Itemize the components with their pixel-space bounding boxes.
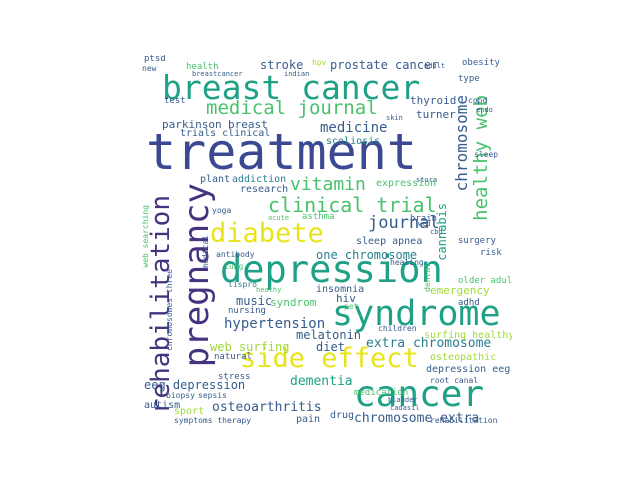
word-osteoarthritis: osteoarthritis (212, 400, 322, 415)
word-diabete: diabete (210, 218, 324, 249)
word-web-surfing: web surfing (210, 340, 290, 354)
word-surfing-healthy: surfing healthy (424, 330, 512, 341)
word-side-effect: side effect (240, 343, 419, 374)
word-web-searching: web searching (141, 205, 150, 268)
word-obesity: obesity (462, 58, 500, 68)
word-medicine: medicine (320, 120, 388, 136)
word-medical: medical (201, 235, 210, 269)
word-thyroid: thyroid (410, 94, 457, 107)
word-pet: pet (344, 302, 359, 311)
word-rehabilitation-small: rehabilitation (430, 416, 498, 425)
word-stora: stora (416, 176, 438, 184)
word-dementia: dementia (290, 374, 353, 389)
word-drug: drug (330, 410, 355, 421)
word-turner: turner (416, 108, 456, 121)
word-stress: stress (218, 372, 251, 382)
word-research: research (240, 184, 289, 195)
word-diet: diet (316, 340, 345, 354)
word-music: music (236, 294, 273, 308)
word-breastcancer: breastcancer (192, 70, 243, 78)
word-autism: autism (144, 400, 181, 411)
word-expression: expression (376, 178, 437, 189)
word-type: type (458, 74, 480, 84)
word-sepsis: sepsis (198, 391, 227, 400)
word-sport: sport (174, 406, 205, 417)
word-breast-cancer: breast cancer (162, 68, 421, 107)
word-trials-clinical: trials clinical (180, 128, 271, 139)
word-syndrom: syndrom (270, 296, 317, 309)
word-nursing: nursing (228, 306, 266, 316)
word-biopsy: biopsy (166, 391, 195, 400)
word-vitamin: vitamin (290, 174, 366, 195)
word-brain: brain (410, 214, 438, 224)
word-sleep-apnea: sleep apnea (356, 236, 423, 247)
word-test: test (164, 96, 186, 106)
word-medical-journal: medical journal (206, 97, 378, 119)
word-prostate-cancer: prostate cancer (330, 58, 439, 72)
word-yoga: yoga (212, 206, 232, 215)
word-syndrome: syndrome (332, 294, 501, 334)
word-cancer: cancer (354, 374, 485, 415)
word-sleep: sleep (474, 150, 499, 159)
word-lispro: lispro (228, 280, 257, 289)
word-melatonin: melatonin (296, 328, 362, 342)
word-one-chromosome: one chromosome (316, 248, 418, 262)
word-eeg-depression: eeg depression (144, 378, 246, 392)
word-depression: depression (220, 248, 443, 291)
word-medication: medication (354, 388, 409, 398)
word-ptsd: ptsd (144, 55, 166, 64)
word-insomnia: insomnia (316, 284, 365, 295)
word-acute: acute (268, 214, 290, 222)
word-emergency: emergency (430, 284, 490, 297)
word-journal: journal (368, 213, 440, 233)
word-scoliosis: scoliosis (326, 136, 381, 147)
word-parkinson: parkinson (162, 118, 222, 131)
word-hiv: hiv (336, 292, 356, 305)
word-skin: skin (386, 114, 403, 122)
word-cloud: treatment breast cancer depression syndr… (140, 55, 512, 427)
word-children: children (378, 324, 417, 333)
word-addiction: addiction (232, 174, 287, 185)
word-stroke: stroke (260, 58, 304, 72)
word-plant: plant (200, 174, 231, 185)
word-heathy: heathy (256, 286, 282, 294)
word-chromosomes-three: chromosomes three (165, 269, 174, 351)
word-chromosome-extra: chromosome extra (354, 411, 480, 426)
word-surgery: surgery (458, 236, 496, 246)
word-endo: endo (476, 106, 493, 114)
word-adhd: adhd (458, 298, 480, 308)
word-treatment: treatment (146, 123, 417, 181)
word-healing: healing (390, 258, 424, 267)
word-extra-chromosome: extra chromosome (366, 336, 492, 351)
word-breast: breast (228, 118, 268, 131)
word-hpv: hpv (312, 58, 327, 67)
word-dental: dental (423, 263, 432, 292)
word-copd: copd (468, 96, 488, 105)
word-osteopathic: osteopathic (430, 352, 497, 363)
word-adult: adult (424, 62, 446, 70)
word-pregnancy: pregnancy (177, 183, 217, 368)
word-risk: risk (480, 248, 502, 258)
word-depression-eeg: depression eeg (426, 364, 511, 375)
word-chromosome: chromosome (452, 95, 471, 192)
word-asthma: asthma (302, 212, 335, 222)
word-wed: wed (418, 220, 431, 228)
word-lung: lung (224, 262, 244, 271)
word-bladder: bladder (388, 396, 418, 404)
word-cbd: cbd (430, 228, 443, 236)
word-pain: pain (296, 414, 321, 425)
word-indian: indian (284, 70, 310, 78)
word-symptoms-therapy: symptoms therapy (174, 416, 252, 425)
word-older-adults: older adults (458, 276, 512, 286)
word-antibody: antibody (216, 250, 255, 259)
word-root-canal: root canal (430, 376, 479, 385)
word-new: new (142, 64, 157, 73)
word-clinical-trial: clinical trial (268, 193, 437, 217)
word-natural: natural (214, 352, 252, 362)
word-health: health (186, 62, 219, 72)
word-cadasil: cadasil (390, 404, 420, 412)
word-hypertension: hypertension (224, 316, 326, 332)
